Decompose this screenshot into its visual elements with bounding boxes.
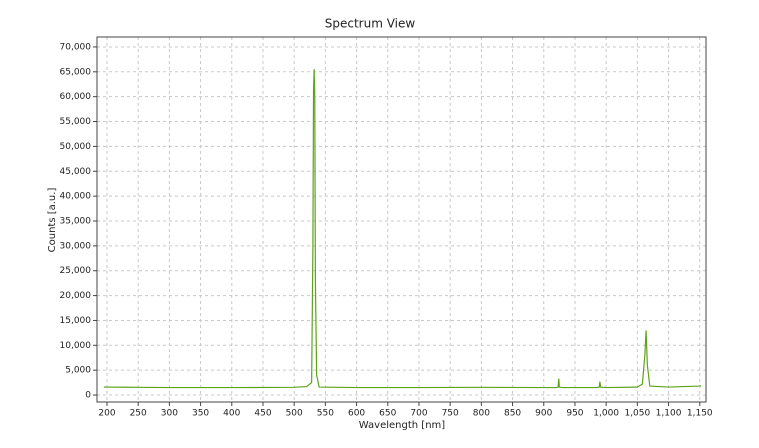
y-tick-label: 35,000: [60, 216, 92, 226]
y-tick-label: 10,000: [60, 341, 92, 351]
x-tick-label: 800: [473, 409, 490, 419]
x-tick-label: 400: [223, 409, 240, 419]
x-tick-label: 550: [317, 409, 334, 419]
x-tick-label: 1,150: [687, 409, 713, 419]
x-tick-label: 1,050: [624, 409, 650, 419]
y-tick-label: 55,000: [60, 117, 92, 127]
y-tick-label: 50,000: [60, 142, 92, 152]
x-tick-label: 200: [98, 409, 115, 419]
y-tick-label: 30,000: [60, 241, 92, 251]
x-tick-label: 700: [410, 409, 427, 419]
chart-title: Spectrum View: [325, 17, 416, 31]
x-tick-label: 300: [161, 409, 178, 419]
y-tick-label: 45,000: [60, 167, 92, 177]
y-tick-label: 40,000: [60, 192, 92, 202]
y-tick-label: 20,000: [60, 291, 92, 301]
x-axis-label: Wavelength [nm]: [359, 420, 445, 431]
x-tick-label: 1,000: [593, 409, 619, 419]
y-tick-label: 0: [85, 391, 91, 401]
x-tick-label: 850: [504, 409, 521, 419]
x-tick-label: 750: [442, 409, 459, 419]
y-tick-label: 5,000: [65, 366, 91, 376]
x-tick-label: 350: [192, 409, 209, 419]
x-tick-label: 600: [348, 409, 365, 419]
x-tick-label: 650: [379, 409, 396, 419]
y-tick-label: 65,000: [60, 67, 92, 77]
x-tick-label: 450: [254, 409, 271, 419]
plot-frame: [96, 36, 707, 403]
spectrum-line: [103, 69, 702, 389]
x-tick-label: 1,100: [656, 409, 682, 419]
y-tick-label: 60,000: [60, 92, 92, 102]
y-tick-label: 15,000: [60, 316, 92, 326]
x-tick-label: 500: [286, 409, 303, 419]
x-tick-label: 900: [535, 409, 552, 419]
y-axis-label: Counts [a.u.]: [47, 188, 58, 253]
y-tick-label: 70,000: [60, 42, 92, 52]
x-tick-label: 250: [130, 409, 147, 419]
y-tick-label: 25,000: [60, 266, 92, 276]
x-tick-label: 950: [566, 409, 583, 419]
